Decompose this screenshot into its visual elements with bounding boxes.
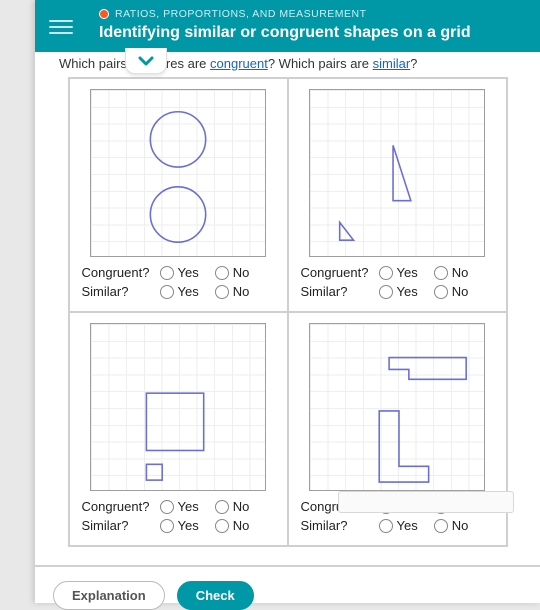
shape-canvas bbox=[90, 89, 266, 257]
radio-label: No bbox=[233, 499, 250, 514]
radio-congruent-no[interactable]: No bbox=[215, 265, 250, 280]
status-dot-icon bbox=[99, 9, 109, 19]
chevron-down-icon bbox=[137, 55, 155, 67]
radio-congruent-no[interactable]: No bbox=[434, 265, 469, 280]
breadcrumb: RATIOS, PROPORTIONS, AND MEASUREMENT bbox=[99, 8, 526, 20]
radio-congruent-yes[interactable]: Yes bbox=[379, 265, 418, 280]
menu-icon[interactable] bbox=[49, 16, 73, 34]
label-congruent: Congruent? bbox=[301, 265, 373, 280]
radio-label: No bbox=[233, 518, 250, 533]
radio-label: No bbox=[452, 518, 469, 533]
question-row-similar: Similar? Yes No bbox=[301, 518, 494, 533]
app-frame: RATIOS, PROPORTIONS, AND MEASUREMENT Ide… bbox=[35, 0, 540, 603]
breadcrumb-text: RATIOS, PROPORTIONS, AND MEASUREMENT bbox=[115, 8, 367, 20]
radio-congruent-yes[interactable]: Yes bbox=[160, 499, 199, 514]
radio-label: Yes bbox=[178, 518, 199, 533]
label-congruent: Congruent? bbox=[82, 499, 154, 514]
radio-label: Yes bbox=[397, 284, 418, 299]
check-button[interactable]: Check bbox=[177, 581, 254, 610]
header: RATIOS, PROPORTIONS, AND MEASUREMENT Ide… bbox=[35, 0, 540, 52]
expand-toggle[interactable] bbox=[125, 48, 167, 74]
radio-similar-yes[interactable]: Yes bbox=[379, 518, 418, 533]
label-similar: Similar? bbox=[301, 518, 373, 533]
radio-label: Yes bbox=[178, 499, 199, 514]
question-row-congruent: Congruent? Yes No bbox=[82, 499, 275, 514]
radio-similar-no[interactable]: No bbox=[215, 518, 250, 533]
question-row-similar: Similar? Yes No bbox=[82, 518, 275, 533]
prompt-mid: ? Which pairs are bbox=[268, 56, 373, 71]
shape-canvas bbox=[309, 89, 485, 257]
radio-congruent-yes[interactable]: Yes bbox=[160, 265, 199, 280]
shape-canvas bbox=[309, 323, 485, 491]
grid-cell: Congruent? Yes No Similar? Yes No bbox=[288, 78, 507, 312]
radio-similar-no[interactable]: No bbox=[434, 284, 469, 299]
radio-similar-yes[interactable]: Yes bbox=[160, 518, 199, 533]
content: Which pairs of figures are congruent? Wh… bbox=[35, 52, 540, 547]
label-similar: Similar? bbox=[82, 284, 154, 299]
page-title: Identifying similar or congruent shapes … bbox=[99, 24, 526, 42]
question-row-congruent: Congruent? Yes No bbox=[301, 265, 494, 280]
radio-congruent-no[interactable]: No bbox=[215, 499, 250, 514]
hint-box bbox=[338, 491, 514, 513]
radio-label: Yes bbox=[178, 265, 199, 280]
radio-similar-yes[interactable]: Yes bbox=[379, 284, 418, 299]
prompt-link-similar[interactable]: similar bbox=[373, 56, 411, 71]
grid-cell: Congruent? Yes No Similar? Yes No bbox=[69, 312, 288, 546]
shape-grid: Congruent? Yes No Similar? Yes No bbox=[68, 77, 508, 547]
radio-label: No bbox=[233, 284, 250, 299]
explanation-button[interactable]: Explanation bbox=[53, 581, 165, 610]
label-similar: Similar? bbox=[301, 284, 373, 299]
prompt-link-congruent[interactable]: congruent bbox=[210, 56, 268, 71]
radio-label: Yes bbox=[178, 284, 199, 299]
label-similar: Similar? bbox=[82, 518, 154, 533]
radio-label: No bbox=[452, 265, 469, 280]
radio-similar-yes[interactable]: Yes bbox=[160, 284, 199, 299]
shape-canvas bbox=[90, 323, 266, 491]
question-row-similar: Similar? Yes No bbox=[82, 284, 275, 299]
radio-label: No bbox=[233, 265, 250, 280]
radio-label: No bbox=[452, 284, 469, 299]
question-row-congruent: Congruent? Yes No bbox=[82, 265, 275, 280]
radio-similar-no[interactable]: No bbox=[215, 284, 250, 299]
label-congruent: Congruent? bbox=[82, 265, 154, 280]
radio-label: Yes bbox=[397, 265, 418, 280]
grid-cell: Congruent? Yes No Similar? Yes No bbox=[69, 78, 288, 312]
radio-label: Yes bbox=[397, 518, 418, 533]
footer: Explanation Check bbox=[35, 565, 540, 603]
question-row-similar: Similar? Yes No bbox=[301, 284, 494, 299]
radio-similar-no[interactable]: No bbox=[434, 518, 469, 533]
